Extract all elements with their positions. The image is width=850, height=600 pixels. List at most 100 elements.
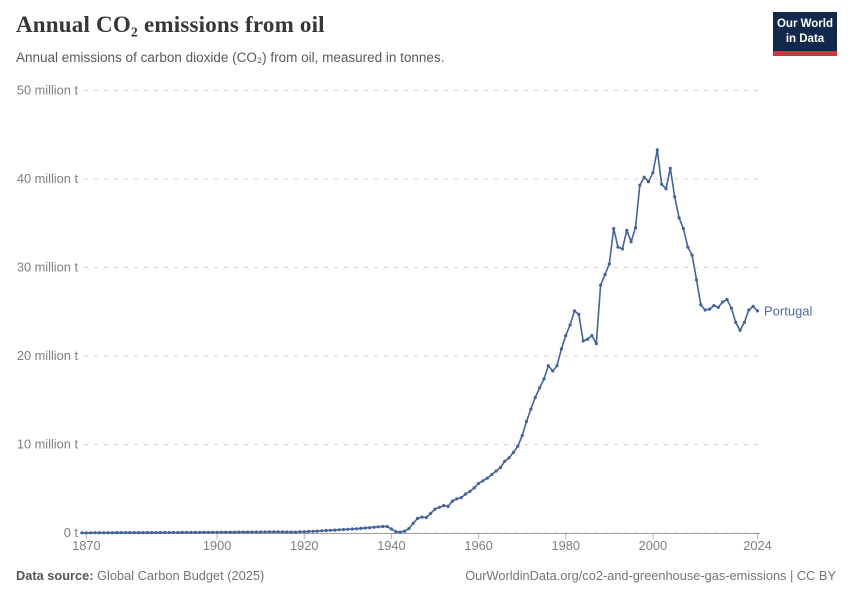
data-point — [185, 530, 189, 535]
data-point — [559, 347, 564, 351]
data-point — [228, 530, 232, 534]
data-point — [703, 308, 707, 312]
data-point — [424, 515, 428, 520]
data-point — [324, 528, 328, 533]
data-point — [219, 530, 224, 534]
data-point — [551, 369, 555, 373]
data-point — [246, 530, 250, 534]
data-point — [119, 531, 123, 535]
data-point — [660, 182, 664, 186]
data-point — [416, 516, 420, 521]
y-axis-label: 30 million t — [17, 260, 79, 275]
data-point — [629, 240, 633, 244]
data-point — [590, 334, 594, 338]
data-point — [655, 148, 659, 152]
data-point — [89, 531, 93, 535]
data-point — [577, 312, 581, 316]
data-point — [259, 530, 263, 534]
series-label-portugal: Portugal — [764, 303, 813, 318]
data-point — [241, 530, 245, 534]
data-point — [250, 530, 254, 534]
data-point — [276, 530, 280, 534]
data-point — [646, 180, 651, 184]
data-point — [394, 530, 398, 534]
owid-logo[interactable]: Our World in Data — [773, 12, 837, 56]
data-point — [315, 529, 319, 533]
x-axis-label: 1960 — [464, 538, 492, 553]
x-axis-label: 1900 — [203, 538, 231, 553]
data-point — [110, 531, 115, 535]
data-point — [311, 529, 315, 533]
data-point — [463, 492, 468, 496]
data-point — [263, 530, 267, 534]
data-point — [145, 531, 149, 535]
page-title: Annual CO₂ emissions from oil — [16, 12, 325, 37]
x-axis-label: 1980 — [552, 538, 580, 553]
data-point — [115, 531, 119, 535]
data-point — [442, 504, 446, 508]
data-point — [280, 530, 285, 534]
data-point — [542, 377, 546, 381]
data-source: Data source: Global Carbon Budget (2025) — [16, 568, 264, 583]
data-point — [585, 337, 590, 341]
data-point — [106, 531, 110, 535]
data-point — [158, 530, 162, 535]
data-point — [699, 303, 703, 307]
data-point — [712, 304, 716, 308]
data-point — [350, 527, 354, 531]
x-axis-label: 1920 — [290, 538, 318, 553]
data-point — [132, 531, 136, 535]
data-point — [420, 515, 424, 519]
data-point — [490, 473, 494, 477]
data-point — [150, 531, 154, 535]
y-axis-label: 0 t — [64, 525, 79, 540]
data-point — [398, 530, 402, 534]
data-point — [189, 530, 193, 535]
data-point — [686, 245, 690, 249]
data-point — [716, 305, 720, 309]
data-point — [616, 245, 620, 249]
data-point — [337, 528, 341, 532]
data-point — [708, 307, 712, 311]
data-point — [224, 530, 228, 534]
data-point — [102, 531, 106, 535]
data-point — [359, 526, 363, 531]
x-axis-label: 1870 — [72, 538, 100, 553]
data-point — [529, 407, 533, 411]
data-point — [267, 530, 271, 534]
data-point — [433, 507, 437, 511]
data-point — [193, 530, 197, 535]
data-point — [725, 297, 729, 301]
data-point — [202, 530, 206, 534]
x-axis-label: 2000 — [639, 538, 667, 553]
data-point — [734, 320, 738, 324]
data-point — [564, 334, 568, 338]
data-point — [625, 228, 629, 232]
data-point — [603, 273, 607, 277]
attribution-link[interactable]: OurWorldinData.org/co2-and-greenhouse-ga… — [465, 568, 836, 583]
data-point — [171, 530, 176, 535]
data-point — [385, 524, 389, 529]
data-point — [389, 527, 393, 531]
data-point — [402, 529, 407, 533]
data-point — [80, 531, 84, 535]
data-point — [232, 530, 237, 534]
data-point — [533, 396, 537, 400]
data-point — [429, 511, 433, 516]
data-point — [363, 526, 367, 530]
data-point — [307, 529, 311, 534]
data-point — [620, 247, 625, 251]
y-axis-label: 10 million t — [17, 437, 79, 452]
data-point — [568, 323, 572, 327]
x-axis-label: 1940 — [377, 538, 405, 553]
data-point — [355, 527, 359, 531]
data-point — [538, 386, 542, 390]
data-point — [293, 530, 298, 534]
data-point — [721, 300, 725, 304]
data-point — [215, 530, 219, 534]
data-point — [320, 529, 324, 533]
data-point — [376, 525, 380, 529]
data-point — [694, 278, 699, 282]
